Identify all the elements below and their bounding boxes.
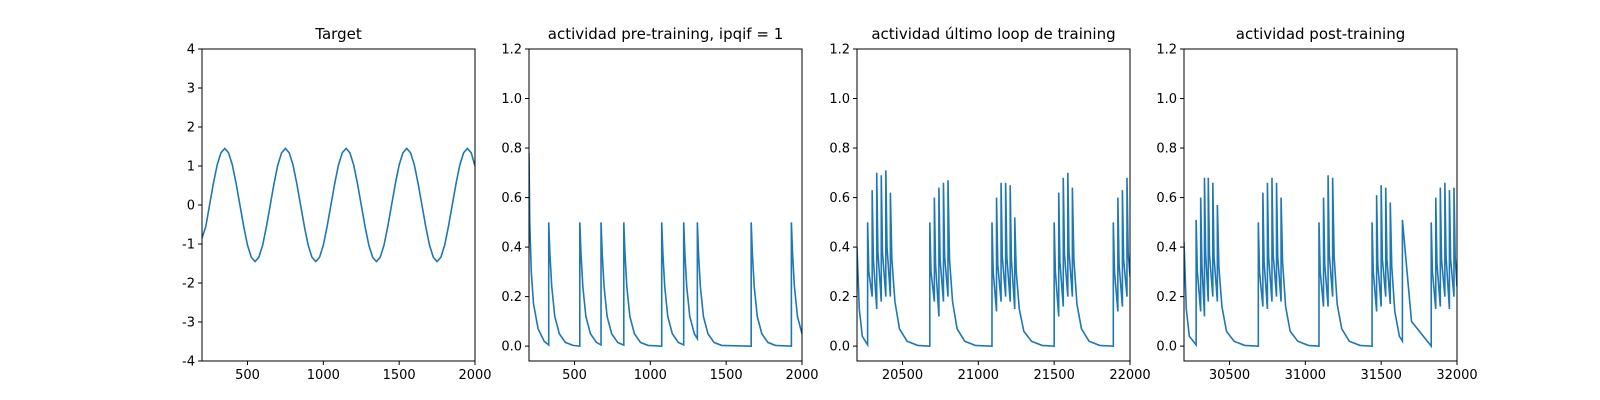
data-line xyxy=(529,152,802,348)
y-tick-label: 0.2 xyxy=(501,290,522,305)
y-tick-label: 1 xyxy=(187,160,195,175)
axes-frame xyxy=(528,48,803,362)
y-tick-label: -1 xyxy=(182,238,195,253)
x-tick-label: 31500 xyxy=(1360,368,1401,383)
axes-frame xyxy=(856,48,1131,362)
data-line xyxy=(857,170,1130,348)
axes-frame xyxy=(201,48,476,362)
y-tick-label: 0.6 xyxy=(829,191,850,206)
y-tick-label: 1.0 xyxy=(501,92,522,107)
y-tick-label: 0.8 xyxy=(501,142,522,157)
x-tick-label: 20500 xyxy=(882,368,923,383)
y-tick-label: 1.2 xyxy=(829,43,850,58)
x-tick-label: 21500 xyxy=(1033,368,1074,383)
y-tick-label: 0.8 xyxy=(829,142,850,157)
y-tick-label: 1.0 xyxy=(1156,92,1177,107)
x-tick-label: 500 xyxy=(562,368,587,383)
y-tick-label: -2 xyxy=(182,277,195,292)
y-tick-label: 0.6 xyxy=(1156,191,1177,206)
y-tick-label: 0.0 xyxy=(1156,340,1177,355)
axes-frame xyxy=(1183,48,1458,362)
y-tick-label: 0.6 xyxy=(501,191,522,206)
panel-title: actividad post-training xyxy=(1236,25,1405,43)
y-tick-label: 0.2 xyxy=(829,290,850,305)
y-tick-label: 0 xyxy=(187,199,195,214)
x-tick-label: 32000 xyxy=(1436,368,1477,383)
y-tick-label: 0.4 xyxy=(1156,241,1177,256)
y-tick-label: 0.2 xyxy=(1156,290,1177,305)
x-tick-label: 21000 xyxy=(958,368,999,383)
y-tick-label: 1.2 xyxy=(1156,43,1177,58)
y-tick-label: -4 xyxy=(182,355,195,370)
panel-title: Target xyxy=(314,25,362,43)
y-tick-label: 0.4 xyxy=(501,241,522,256)
y-tick-label: 0.8 xyxy=(1156,142,1177,157)
x-tick-label: 30500 xyxy=(1209,368,1250,383)
y-tick-label: 3 xyxy=(187,82,195,97)
x-tick-label: 22000 xyxy=(1109,368,1150,383)
x-tick-label: 500 xyxy=(235,368,260,383)
x-tick-label: 31000 xyxy=(1285,368,1326,383)
x-tick-label: 1500 xyxy=(383,368,416,383)
y-tick-label: 2 xyxy=(187,121,195,136)
data-line xyxy=(202,147,475,263)
x-tick-label: 2000 xyxy=(458,368,491,383)
y-tick-label: 1.0 xyxy=(829,92,850,107)
y-tick-label: 1.2 xyxy=(501,43,522,58)
y-tick-label: -3 xyxy=(182,316,195,331)
y-tick-label: 4 xyxy=(187,43,195,58)
x-tick-label: 1000 xyxy=(634,368,667,383)
x-tick-label: 1500 xyxy=(710,368,743,383)
data-line xyxy=(1184,175,1457,349)
y-tick-label: 0.4 xyxy=(829,241,850,256)
x-tick-label: 2000 xyxy=(785,368,818,383)
x-tick-label: 1000 xyxy=(307,368,340,383)
panel-title: actividad pre-training, ipqif = 1 xyxy=(548,25,784,43)
y-tick-label: 0.0 xyxy=(501,340,522,355)
y-tick-label: 0.0 xyxy=(829,340,850,355)
panel-title: actividad último loop de training xyxy=(871,25,1115,43)
